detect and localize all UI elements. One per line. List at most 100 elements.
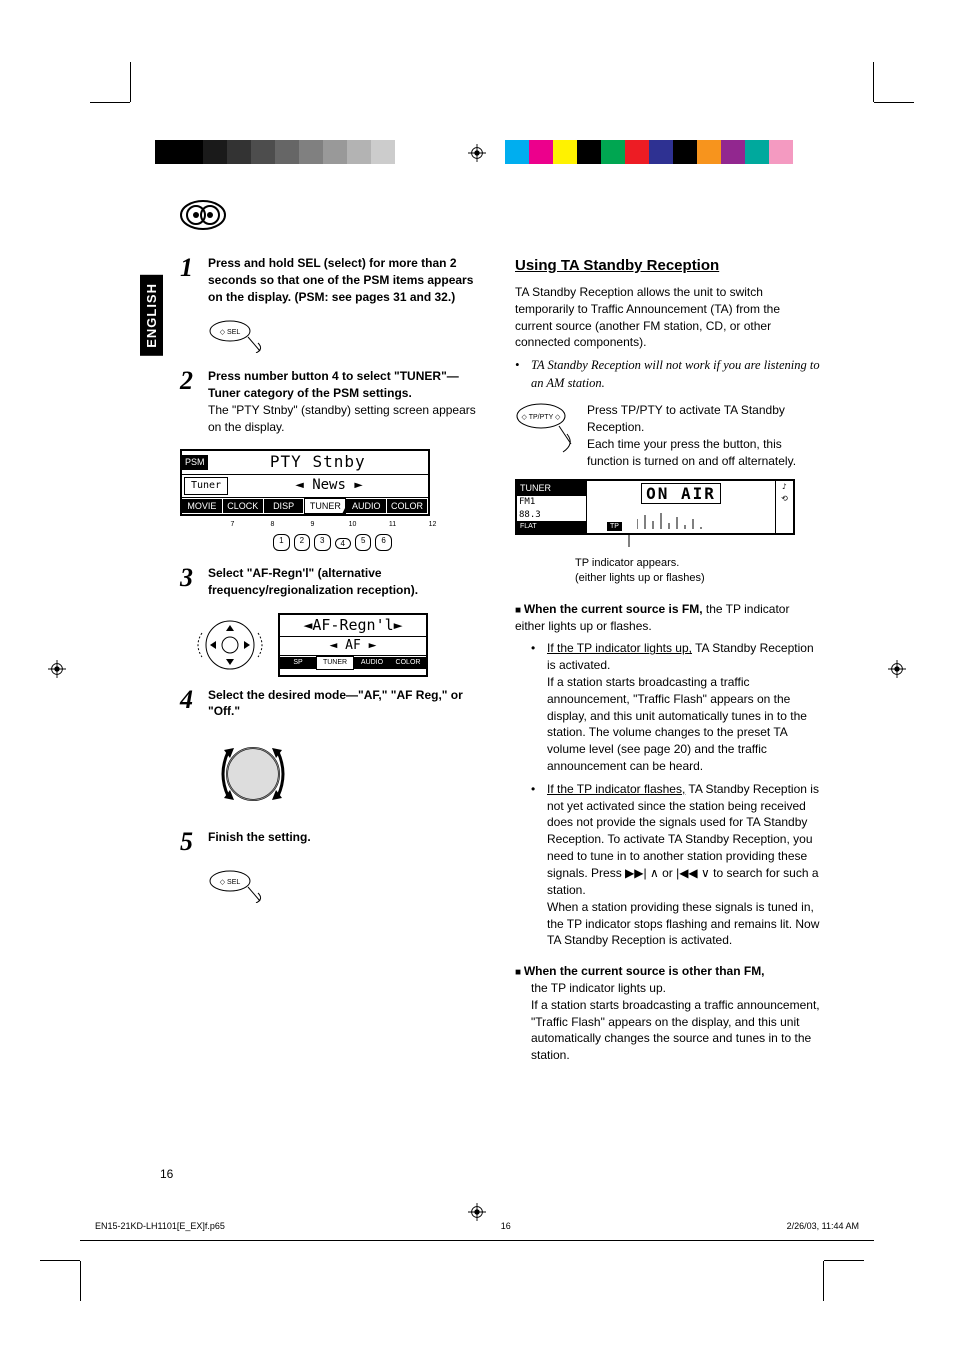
step-number: 4 [180, 687, 198, 721]
subsection-body: If a station starts broadcasting a traff… [531, 997, 820, 1064]
swatch [721, 140, 745, 164]
section-heading: Using TA Standby Reception [515, 255, 820, 276]
square-bullet-icon: ■ [515, 967, 524, 978]
preset-button: 5 [355, 534, 371, 551]
step-5: 5 Finish the setting. [180, 829, 485, 855]
rotary-dial-illustration [208, 734, 485, 819]
step-1: 1 Press and hold SEL (select) for more t… [180, 255, 485, 305]
lcd-sub-text: AF [345, 638, 361, 653]
lcd-eq: FLAT [517, 521, 586, 533]
subsection-heading: When the current source is other than FM… [524, 964, 765, 978]
swatch [347, 140, 371, 164]
dpad-af-regn-illustration: ◄AF-Regn'l► ◄ AF ► SPTUNERAUDIOCOLOR [190, 613, 485, 677]
swatch [203, 140, 227, 164]
color-calibration-bar-right [505, 140, 793, 164]
footer-filename: EN15-21KD-LH1101[E_EX]f.p65 [95, 1221, 225, 1231]
swatch [529, 140, 553, 164]
lcd-tab: DISP [264, 499, 305, 514]
lcd-on-air-text: ON AIR [641, 483, 721, 504]
button-number-label: 11 [375, 520, 411, 530]
swatch [697, 140, 721, 164]
step-text: Finish the setting. [208, 830, 311, 844]
step-subtext: The "PTY Stnby" (standby) setting screen… [208, 403, 476, 434]
lcd-tab: AUDIO [346, 499, 387, 514]
lcd-tab: COLOR [390, 657, 426, 669]
tp-indicator: TP [607, 522, 622, 531]
step-3: 3 Select "AF-Regn'l" (alternative freque… [180, 565, 485, 599]
footer-rule [80, 1240, 874, 1241]
bullet-lead: If the TP indicator lights up, [547, 641, 692, 655]
button-number-label: 8 [255, 520, 291, 530]
prev-down-icon: |◀◀ ∨ [676, 865, 710, 882]
crop-mark [40, 1260, 80, 1261]
bullet-body: If a station starts broadcasting a traff… [547, 675, 807, 773]
bullet-lead: If the TP indicator flashes, [547, 782, 685, 796]
next-up-icon: ▶▶| ∧ [625, 865, 659, 882]
left-column: 1 Press and hold SEL (select) for more t… [180, 255, 485, 1064]
swatch [371, 140, 395, 164]
swatch [299, 140, 323, 164]
lcd-tab: TUNER [316, 656, 354, 670]
bullet-icon: • [531, 781, 541, 949]
swatch [275, 140, 299, 164]
lcd-band: FM1 [517, 496, 586, 509]
lcd-tab: COLOR [387, 499, 428, 514]
svg-text:◇ SEL: ◇ SEL [220, 329, 241, 336]
right-column: Using TA Standby Reception TA Standby Re… [515, 255, 820, 1064]
crop-mark [80, 1261, 81, 1301]
page-number: 16 [160, 1167, 173, 1181]
swatch [155, 140, 179, 164]
svg-text:◇ SEL: ◇ SEL [220, 879, 241, 886]
step-number: 2 [180, 368, 198, 435]
crop-mark [824, 1260, 864, 1261]
step-text: Press and hold SEL (select) for more tha… [208, 256, 473, 304]
square-bullet-icon: ■ [515, 605, 524, 616]
step-number: 3 [180, 565, 198, 599]
subsection-line: the TP indicator lights up. [531, 980, 820, 997]
preset-button: 2 [294, 534, 310, 551]
swatch [179, 140, 203, 164]
footer-date: 2/26/03, 11:44 AM [787, 1221, 859, 1231]
button-labels-top: 789101112 [180, 520, 485, 530]
dpad-icon [190, 613, 270, 677]
step-text: Press number button 4 to select "TUNER"—… [208, 369, 459, 400]
registration-mark-icon [48, 660, 66, 678]
subsection-heading: When the current source is FM, [524, 602, 703, 616]
lcd-pty-stnby: PSM PTY Stnby Tuner ◄ News ► MOVIECLOCKD… [180, 449, 485, 551]
bullet-body: When a station providing these signals i… [547, 900, 819, 948]
crop-mark [130, 62, 131, 102]
swatch [395, 140, 419, 164]
swatch [505, 140, 529, 164]
lcd-frequency: 88.3 [517, 509, 586, 522]
sel-button-illustration: ◇ SEL [208, 869, 485, 908]
swatch [553, 140, 577, 164]
cd-icon [180, 200, 226, 235]
swatch [769, 140, 793, 164]
preset-button: 3 [314, 534, 330, 551]
crop-mark [823, 1261, 824, 1301]
crop-mark [90, 102, 130, 103]
note-text: TA Standby Reception will not work if yo… [531, 357, 820, 392]
registration-mark-icon [888, 660, 906, 678]
fm-source-section: ■ When the current source is FM, the TP … [515, 601, 820, 950]
lcd-on-air: TUNER FM1 88.3 FLAT ON AIR TP ♪⟲ [515, 479, 820, 586]
bullet-icon: • [515, 357, 525, 392]
language-tab: ENGLISH [140, 275, 163, 356]
lcd-tab: CLOCK [223, 499, 264, 514]
step-2: 2 Press number button 4 to select "TUNER… [180, 368, 485, 435]
other-source-section: ■ When the current source is other than … [515, 963, 820, 1064]
button-number-label: 9 [295, 520, 331, 530]
lcd-main-text: AF-Regn'l [312, 616, 393, 634]
swatch [673, 140, 697, 164]
lcd-tabs: SPTUNERAUDIOCOLOR [280, 656, 426, 670]
crop-mark [874, 102, 914, 103]
swatch [625, 140, 649, 164]
preset-button: 6 [375, 534, 391, 551]
button-number-label: 10 [335, 520, 371, 530]
preset-button: 1 [273, 534, 289, 551]
swatch [251, 140, 275, 164]
step-4: 4 Select the desired mode—"AF," "AF Reg,… [180, 687, 485, 721]
swatch [577, 140, 601, 164]
lcd-tab: SP [280, 657, 316, 669]
lcd-badge: TUNER [517, 481, 586, 496]
